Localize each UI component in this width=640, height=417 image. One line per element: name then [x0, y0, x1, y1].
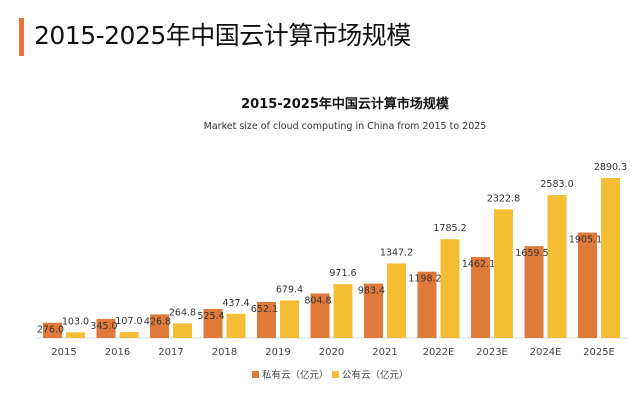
legend-label: 公有云（亿元） — [342, 369, 409, 381]
public-cloud-bar — [494, 209, 513, 338]
x-tick-label: 2016 — [105, 347, 130, 358]
data-label: 345.0 — [90, 321, 117, 332]
data-label: 1905.1 — [569, 235, 602, 246]
data-label: 1659.5 — [515, 248, 548, 259]
public-cloud-bar — [173, 323, 192, 338]
data-label: 426.8 — [144, 316, 171, 327]
chart-title: 2015-2025年中国云计算市场规模 — [241, 96, 450, 112]
private-cloud-bar — [96, 318, 116, 338]
data-label: 1347.2 — [380, 247, 413, 258]
x-tick-label: 2025E — [583, 347, 615, 358]
page-title: 2015-2025年中国云计算市场规模 — [34, 21, 411, 50]
data-label: 276.0 — [37, 325, 64, 336]
chart-subtitle: Market size of cloud computing in China … — [204, 121, 487, 132]
x-tick-label: 2022E — [423, 347, 455, 358]
data-label: 1198.2 — [408, 274, 441, 285]
data-label: 971.6 — [329, 268, 356, 279]
private-cloud-bar — [364, 283, 383, 338]
legend-swatch — [332, 371, 339, 378]
private-cloud-bar — [524, 246, 544, 338]
legend-label: 私有云（亿元） — [262, 369, 329, 381]
data-label: 264.8 — [169, 307, 196, 318]
private-cloud-bar — [150, 314, 169, 338]
private-cloud-bar — [203, 308, 223, 338]
public-cloud-bar — [601, 178, 620, 338]
public-cloud-bar — [387, 263, 406, 338]
data-label: 652.1 — [251, 304, 278, 315]
data-label: 103.0 — [62, 316, 89, 327]
legend-swatch — [252, 371, 259, 378]
public-cloud-bar — [333, 284, 353, 338]
private-cloud-bar — [417, 271, 437, 338]
x-tick-label: 2019 — [265, 347, 290, 358]
data-label: 2322.8 — [487, 193, 520, 204]
private-cloud-bar — [310, 293, 330, 338]
public-cloud-bar — [226, 313, 246, 338]
x-tick-label: 2018 — [212, 347, 237, 358]
data-label: 2890.3 — [594, 162, 627, 173]
data-label: 1785.2 — [433, 223, 466, 234]
private-cloud-bar — [257, 301, 276, 338]
x-tick-label: 2020 — [319, 347, 344, 358]
data-label: 983.4 — [358, 286, 385, 297]
public-cloud-bar — [66, 332, 85, 338]
data-label: 107.0 — [115, 316, 142, 327]
private-cloud-bar — [471, 257, 490, 338]
public-cloud-bar — [440, 239, 460, 338]
x-tick-label: 2024E — [530, 347, 562, 358]
x-tick-label: 2015 — [51, 347, 76, 358]
data-label: 1462.1 — [462, 259, 495, 270]
data-label: 437.4 — [222, 298, 249, 309]
data-label: 525.4 — [197, 311, 224, 322]
private-cloud-bar — [578, 232, 597, 338]
title-accent-bar — [19, 18, 24, 56]
data-label: 679.4 — [276, 284, 303, 295]
x-tick-label: 2021 — [372, 347, 397, 358]
x-tick-label: 2023E — [476, 347, 508, 358]
data-label: 804.8 — [304, 295, 331, 306]
public-cloud-bar — [280, 300, 299, 338]
public-cloud-bar — [547, 195, 567, 338]
x-tick-label: 2017 — [158, 347, 183, 358]
private-cloud-bar — [43, 322, 62, 338]
public-cloud-bar — [119, 332, 139, 338]
data-label: 2583.0 — [540, 179, 573, 190]
